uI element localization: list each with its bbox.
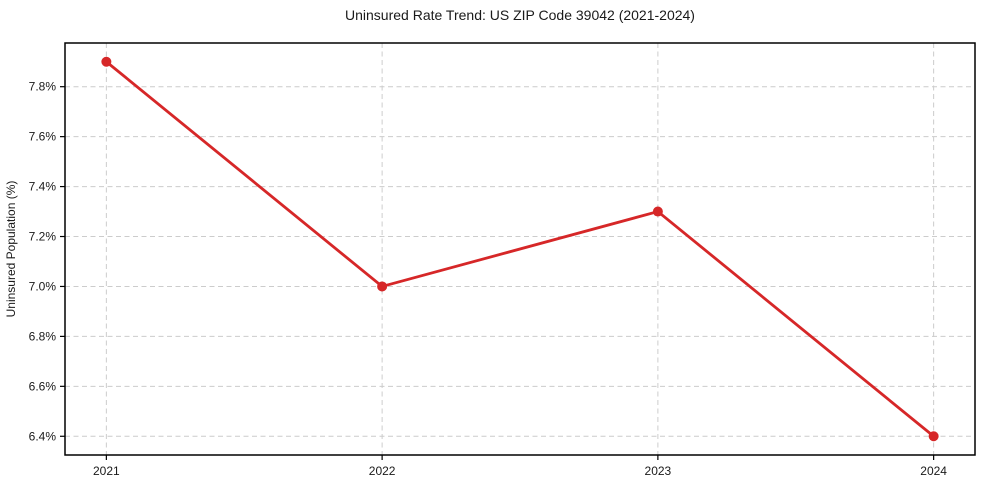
y-tick-label: 7.6%	[29, 130, 57, 144]
trend-line	[104, 60, 936, 438]
y-tick-label: 7.0%	[29, 279, 57, 293]
y-axis-label: Uninsured Population (%)	[4, 181, 18, 318]
y-tick-label: 6.4%	[29, 429, 57, 443]
plot-border	[64, 42, 976, 456]
x-tick-label: 2021	[93, 464, 120, 478]
x-tick-label: 2024	[920, 464, 947, 478]
y-tick-label: 7.8%	[29, 80, 57, 94]
y-tick-label: 6.8%	[29, 329, 57, 343]
x-tick-label: 2023	[645, 464, 672, 478]
y-tick-label: 7.4%	[29, 180, 57, 194]
data-point-2024	[928, 431, 939, 442]
data-point-2023	[652, 206, 663, 217]
data-point-2022	[377, 281, 388, 292]
chart-title: Uninsured Rate Trend: US ZIP Code 39042 …	[345, 7, 695, 23]
y-tick-label: 6.6%	[29, 379, 57, 393]
data-point-2021	[101, 56, 112, 67]
y-tick-label: 7.2%	[29, 230, 57, 244]
x-tick-label: 2022	[369, 464, 396, 478]
